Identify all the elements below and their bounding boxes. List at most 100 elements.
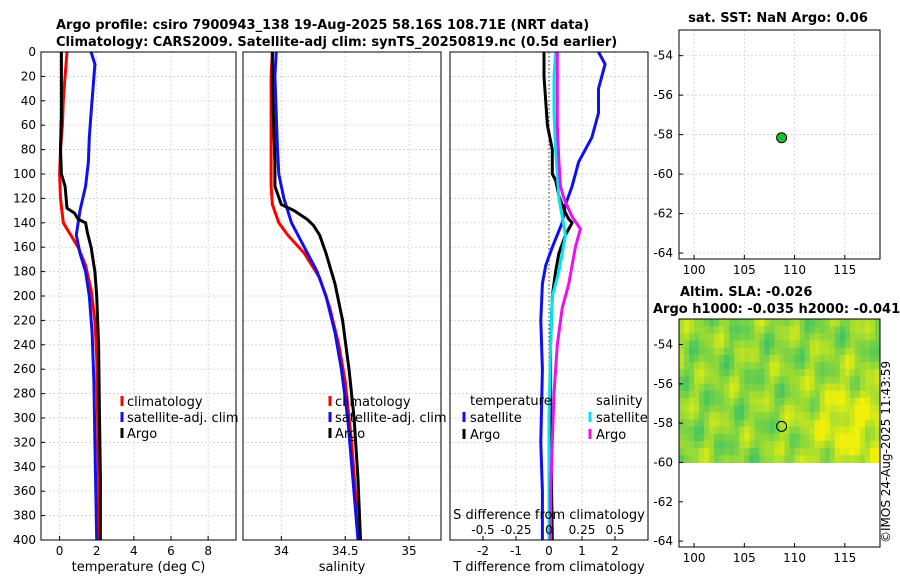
sla-cell	[824, 419, 831, 428]
sla-cell	[824, 405, 831, 413]
sla-cell	[844, 412, 851, 420]
sla-cell	[854, 347, 861, 356]
sla-cell	[814, 376, 821, 385]
sla-cell	[694, 319, 700, 327]
difference-s-tick-label: -0.25	[500, 523, 531, 537]
sla-cell	[779, 390, 786, 399]
sla-cell	[779, 455, 786, 463]
sla-cell	[849, 419, 856, 428]
sla-cell	[684, 426, 690, 435]
sla-cell	[804, 433, 811, 442]
sla-cell	[709, 405, 715, 413]
sla-cell	[834, 440, 841, 449]
sla-cell	[799, 383, 806, 392]
sla-cell	[719, 448, 725, 456]
sla-cell	[794, 376, 801, 385]
sla-cell	[819, 390, 826, 399]
sla-cell	[799, 354, 806, 363]
sla-cell	[684, 319, 690, 327]
depth-tick-label: 120	[13, 191, 36, 205]
sla-cell	[774, 412, 781, 420]
sla-cell	[814, 405, 821, 413]
sla-cell	[789, 426, 796, 435]
sla-cell	[754, 405, 760, 413]
sla-cell	[789, 347, 796, 356]
sla-cell	[869, 448, 876, 456]
sla-cell	[729, 412, 735, 420]
sla-cell	[719, 440, 725, 449]
sla-cell	[699, 426, 705, 435]
sla-cell	[824, 333, 831, 342]
sla-cell	[764, 455, 770, 463]
sla-cell	[799, 419, 806, 428]
sla-cell	[859, 448, 866, 456]
sla-cell	[799, 333, 806, 342]
sla-cell	[799, 455, 806, 463]
sla-cell	[794, 390, 801, 399]
sla-cell	[824, 319, 831, 327]
sla-cell	[839, 340, 846, 349]
sla-cell	[844, 419, 851, 428]
sla-cell	[704, 426, 710, 435]
sst-map-title: sat. SST: NaN Argo: 0.06	[688, 11, 868, 26]
sla-cell	[824, 362, 831, 370]
sla-cell	[764, 362, 770, 370]
sla-cell	[819, 369, 826, 377]
sla-cell	[774, 369, 781, 377]
sla-cell	[779, 347, 786, 356]
sla_map-ytick-label: -60	[653, 455, 673, 469]
sla-cell	[704, 383, 710, 392]
sla-cell	[709, 354, 715, 363]
sla-cell	[789, 397, 796, 406]
sla-cell	[694, 347, 700, 356]
sla-cell	[769, 326, 775, 334]
sla-cell	[694, 369, 700, 377]
sla-cell	[829, 390, 836, 399]
sla-cell	[734, 448, 740, 456]
sla-cell	[829, 433, 836, 442]
sla-cell	[839, 347, 846, 356]
sla-cell	[759, 397, 765, 406]
sla-cell	[834, 376, 841, 385]
sla-cell	[779, 405, 786, 413]
sla-cell	[869, 412, 876, 420]
sla-cell	[859, 362, 866, 370]
sla-cell	[824, 376, 831, 385]
sla-cell	[814, 369, 821, 377]
sla-cell	[864, 319, 871, 327]
sla-cell	[864, 390, 871, 399]
sla-cell	[714, 333, 720, 342]
sla-cell	[759, 369, 765, 377]
sla-cell	[819, 340, 826, 349]
sla-cell	[699, 376, 705, 385]
sla-cell	[719, 455, 725, 463]
sla-cell	[739, 397, 745, 406]
sla-cell	[844, 383, 851, 392]
sla-cell	[734, 319, 740, 327]
sla-cell	[844, 440, 851, 449]
sla-cell	[759, 319, 765, 327]
sla-cell	[774, 362, 781, 370]
sla-cell	[834, 419, 841, 428]
sla-cell	[869, 397, 876, 406]
sla-cell	[749, 455, 755, 463]
sla-cell	[684, 369, 690, 377]
difference-s-tick-label: 0	[545, 523, 553, 537]
sla-cell	[849, 354, 856, 363]
sla-cell	[809, 326, 816, 334]
sla-cell	[704, 390, 710, 399]
sla-cell	[874, 419, 881, 428]
sla-cell	[689, 369, 695, 377]
sst_map-ytick-label: -64	[653, 246, 673, 260]
sla-cell	[684, 419, 690, 428]
sla-cell	[794, 440, 801, 449]
sla-cell	[849, 362, 856, 370]
sla-cell	[699, 455, 705, 463]
sla-cell	[829, 347, 836, 356]
sla-cell	[814, 448, 821, 456]
sla-cell	[844, 369, 851, 377]
sla-cell	[869, 369, 876, 377]
temperature-xtick-label: 0	[56, 544, 64, 558]
sla-cell	[854, 397, 861, 406]
sla-cell	[724, 390, 730, 399]
